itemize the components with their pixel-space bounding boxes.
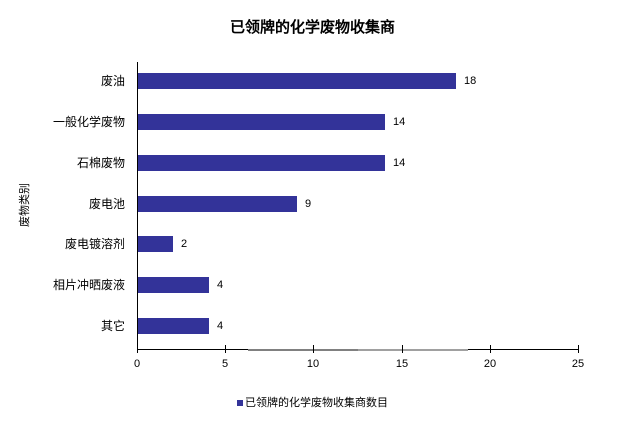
x-tick-label: 25: [571, 358, 585, 370]
x-tick-label: 10: [306, 358, 320, 370]
category-label: 一般化学废物: [52, 115, 125, 129]
x-tick-label: 5: [221, 358, 229, 370]
bar: [138, 236, 173, 252]
value-label: 2: [181, 238, 188, 250]
x-tick-label: 0: [133, 358, 141, 370]
x-tick-label: 15: [395, 358, 409, 370]
y-axis-line: [137, 62, 138, 350]
value-label: 18: [464, 75, 477, 87]
y-axis-label: 废物类别: [18, 183, 31, 227]
category-label: 相片冲晒废液: [52, 278, 125, 292]
legend-swatch-icon: [237, 400, 243, 406]
bar: [138, 155, 385, 171]
chart-title: 已领牌的化学废物收集商: [229, 18, 395, 36]
category-label: 石棉废物: [76, 156, 125, 170]
value-label: 4: [217, 279, 224, 291]
category-label: 其它: [100, 319, 125, 333]
x-tick: [578, 345, 579, 353]
category-label: 废电池: [88, 197, 125, 211]
value-label: 14: [393, 116, 406, 128]
legend-label: 已领牌的化学废物收集商数目: [245, 396, 388, 409]
x-axis-shade: [358, 349, 468, 351]
bar: [138, 114, 385, 130]
category-label: 废油: [100, 74, 125, 88]
category-label: 废电镀溶剂: [64, 237, 125, 251]
x-tick: [402, 345, 403, 353]
x-tick: [313, 345, 314, 353]
x-tick: [490, 345, 491, 353]
x-axis-shade: [248, 349, 358, 351]
bar: [138, 318, 209, 334]
x-tick: [225, 345, 226, 353]
value-label: 14: [393, 157, 406, 169]
value-label: 9: [305, 198, 312, 210]
bar: [138, 196, 297, 212]
legend: 已领牌的化学废物收集商数目: [0, 394, 625, 410]
value-label: 4: [217, 320, 224, 332]
x-tick: [137, 345, 138, 353]
bar: [138, 277, 209, 293]
x-tick-label: 20: [483, 358, 497, 370]
bar: [138, 73, 456, 89]
